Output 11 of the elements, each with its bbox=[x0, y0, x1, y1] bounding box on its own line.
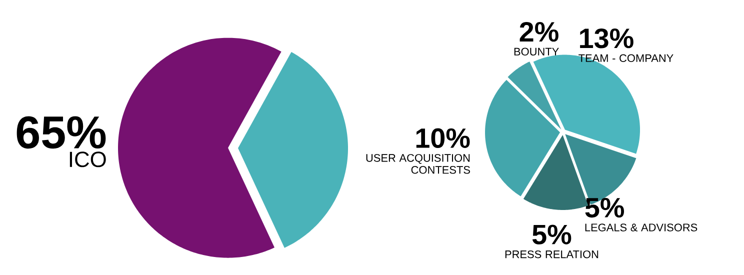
data-label: 10% bbox=[416, 128, 470, 148]
data-label: 5% bbox=[585, 198, 624, 218]
data-label: 2% bbox=[520, 22, 558, 42]
data-label: 5% bbox=[532, 224, 572, 244]
slice-label: PRESS RELATION bbox=[505, 250, 598, 258]
data-label: 65% bbox=[16, 116, 106, 149]
slice-label: LEGALS & ADVISORS bbox=[585, 224, 698, 232]
slice-label: ICO bbox=[70, 152, 106, 168]
data-label: 13% bbox=[580, 28, 634, 48]
slice-label: BOUNTY bbox=[514, 48, 559, 56]
slice-label: USER ACQUISITION CONTESTS bbox=[366, 154, 470, 174]
